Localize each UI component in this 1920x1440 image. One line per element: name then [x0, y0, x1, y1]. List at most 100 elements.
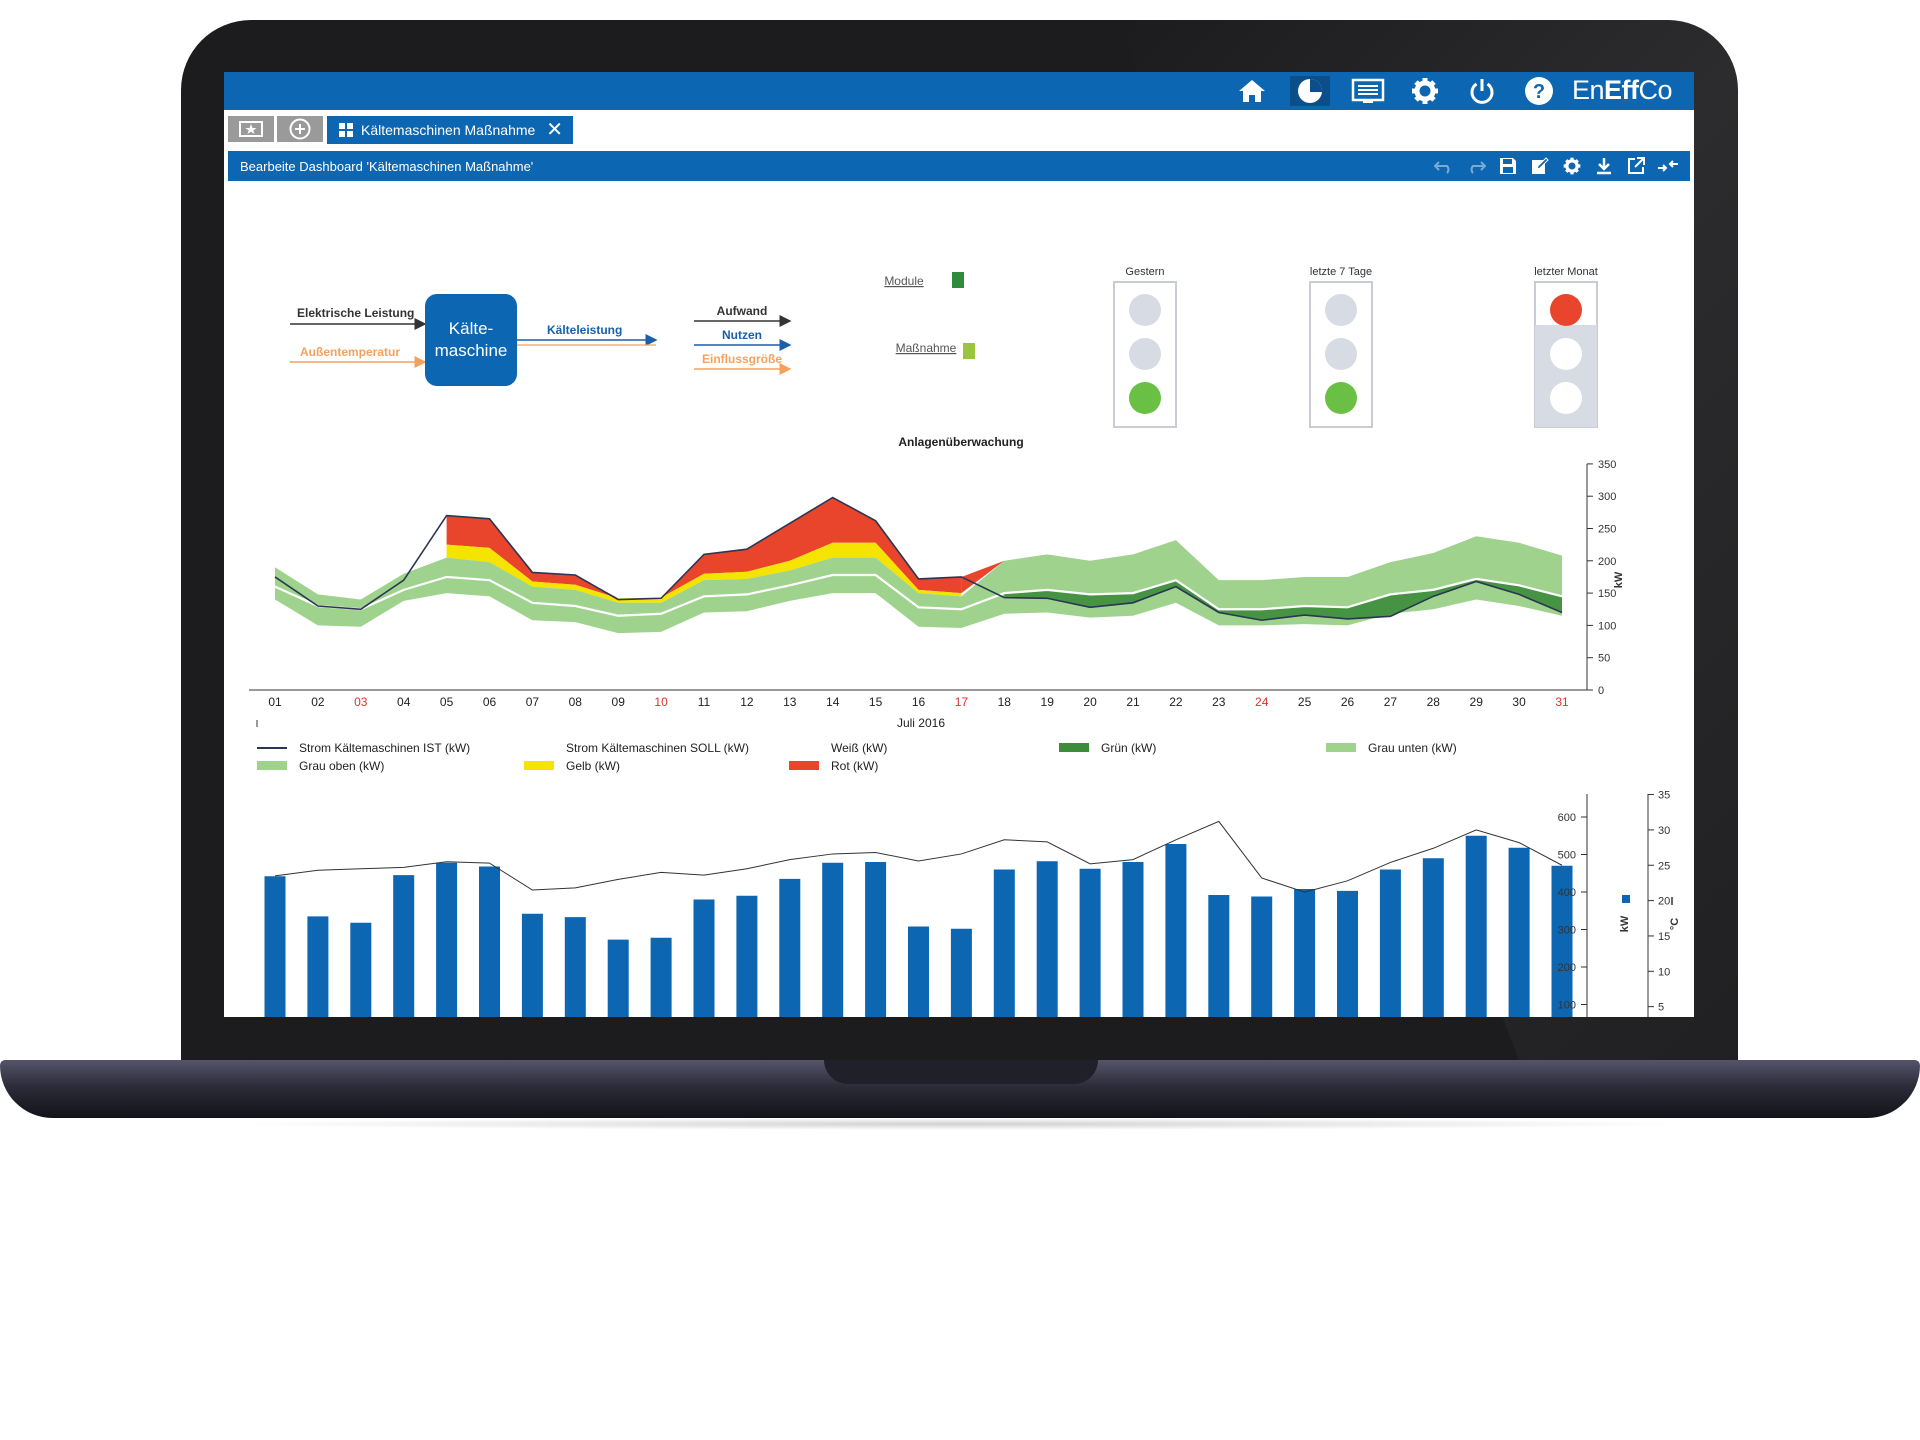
bar [993, 869, 1015, 1017]
x-tick-label: 13 [783, 695, 797, 709]
x-tick-label: 18 [998, 695, 1012, 709]
y2-axis-label: °C [1669, 918, 1681, 930]
x-tick-label: 07 [526, 695, 540, 709]
bar [950, 928, 972, 1017]
legend-swatch [1059, 743, 1089, 752]
line-weiss [274, 573, 1563, 617]
y-tick-label: 250 [1598, 524, 1616, 536]
bar [1508, 847, 1530, 1017]
edit-bar: Bearbeite Dashboard 'Kältemaschinen Maßn… [228, 151, 1690, 181]
list-icon[interactable] [1348, 76, 1388, 106]
bar [479, 866, 500, 1017]
collapse-icon[interactable] [1652, 155, 1684, 177]
traffic-light-lamp [1550, 338, 1582, 370]
traffic-light-lamp [1325, 294, 1357, 326]
bar [564, 917, 586, 1017]
process-diagram: Elektrische Leistung Außentemperatur Käl… [290, 272, 975, 386]
laptop-shadow [220, 1118, 1700, 1130]
y-tick-label: 50 [1598, 653, 1610, 665]
link-massnahme[interactable]: Maßnahme [896, 341, 957, 355]
x-tick-label: 14 [826, 695, 840, 709]
svg-text:?: ? [1533, 81, 1545, 103]
modules-indicator [952, 272, 964, 288]
brand-logo: EnEffCo [1571, 75, 1673, 106]
x-tick-label: 21 [1126, 695, 1140, 709]
output-label: Kälteleistung [547, 323, 622, 337]
area-gelb [446, 542, 962, 603]
x-tick-label: 26 [1341, 695, 1355, 709]
x-tick-label: 31 [1555, 695, 1569, 709]
traffic-light-lamp [1550, 294, 1582, 326]
link-modules[interactable]: Module [884, 274, 924, 288]
bar [1036, 861, 1058, 1017]
legend-aufwand: Aufwand [717, 304, 768, 318]
tab-kaeltemaschinen[interactable]: Kältemaschinen Maßnahme ✕ [327, 116, 573, 144]
x-tick-label: 11 [698, 695, 711, 709]
y2-tick-label: 20 [1658, 896, 1670, 908]
legend-label: Strom Kältemaschinen IST (kW) [299, 741, 470, 755]
x-tick-label: 12 [740, 695, 754, 709]
x-tick-label: 09 [612, 695, 626, 709]
y-tick-label: 300 [1598, 491, 1616, 503]
edit-icon[interactable] [1524, 155, 1556, 177]
edit-bar-title: Bearbeite Dashboard 'Kältemaschinen Maßn… [240, 159, 534, 174]
traffic-light-label: letzter Monat [1534, 266, 1598, 278]
traffic-light-lamp [1129, 382, 1161, 414]
close-icon[interactable]: ✕ [546, 119, 563, 141]
chiller-box [425, 294, 517, 386]
dashboard-icon[interactable] [1290, 76, 1330, 106]
chiller-label-2: maschine [435, 341, 508, 360]
x-tick-label: 02 [311, 695, 325, 709]
legend-label: Grün (kW) [1101, 741, 1156, 755]
traffic-light-label: Gestern [1125, 266, 1164, 278]
legend-label: Weiß (kW) [831, 741, 887, 755]
traffic-light-lamp [1325, 338, 1357, 370]
x-tick-label: 06 [483, 695, 497, 709]
y-tick-label: 600 [1558, 812, 1576, 824]
massnahme-indicator [963, 343, 975, 359]
x-tick-label: 15 [869, 695, 883, 709]
bar [822, 862, 844, 1017]
input-label-temperature: Außentemperatur [300, 345, 400, 359]
y-tick-label: 200 [1598, 556, 1616, 568]
dashboard-canvas: Elektrische Leistung Außentemperatur Käl… [249, 266, 1681, 1017]
traffic-light-label: letzte 7 Tage [1310, 266, 1372, 278]
top-nav-bar: ? EnEffCo [224, 72, 1694, 110]
brand-part: En [1571, 75, 1605, 105]
undo-icon[interactable] [1428, 155, 1460, 177]
bar [1551, 865, 1573, 1017]
area-chart-legend: Strom Kältemaschinen IST (kW) Strom Kälte… [257, 741, 1457, 773]
traffic-light-lamp [1129, 338, 1161, 370]
y-tick-label: 500 [1558, 850, 1576, 862]
bar [693, 899, 715, 1017]
y-tick-label: 200 [1558, 962, 1576, 974]
area-chart: Anlagenüberwachung050100150200250300350k… [249, 435, 1625, 730]
home-icon[interactable] [1232, 76, 1272, 106]
power-icon[interactable] [1462, 76, 1502, 106]
download-icon[interactable] [1588, 155, 1620, 177]
line-ist [274, 496, 1563, 622]
x-tick-label: 08 [569, 695, 583, 709]
x-tick-label: 24 [1255, 695, 1269, 709]
y2-tick-label: 5 [1658, 1002, 1664, 1014]
x-tick-label: 17 [955, 695, 969, 709]
laptop-notch [824, 1060, 1098, 1084]
settings-icon[interactable] [1556, 155, 1588, 177]
external-link-icon[interactable] [1620, 155, 1652, 177]
x-tick-label: 03 [354, 695, 368, 709]
favorites-tab[interactable] [228, 116, 274, 142]
bar [1379, 869, 1401, 1017]
x-tick-label: 01 [268, 695, 282, 709]
chart-title: Anlagenüberwachung [898, 435, 1023, 449]
legend-label: Grau unten (kW) [1368, 741, 1457, 755]
settings-icon[interactable] [1405, 76, 1445, 106]
y-tick-label: 400 [1558, 887, 1576, 899]
redo-icon[interactable] [1460, 155, 1492, 177]
add-tab-button[interactable] [277, 116, 323, 142]
y2-tick-label: 15 [1658, 931, 1670, 943]
save-icon[interactable] [1492, 155, 1524, 177]
x-tick-label: 10 [654, 695, 668, 709]
y2-tick-label: 25 [1658, 860, 1670, 872]
help-icon[interactable]: ? [1519, 76, 1559, 106]
bar [1294, 889, 1316, 1017]
